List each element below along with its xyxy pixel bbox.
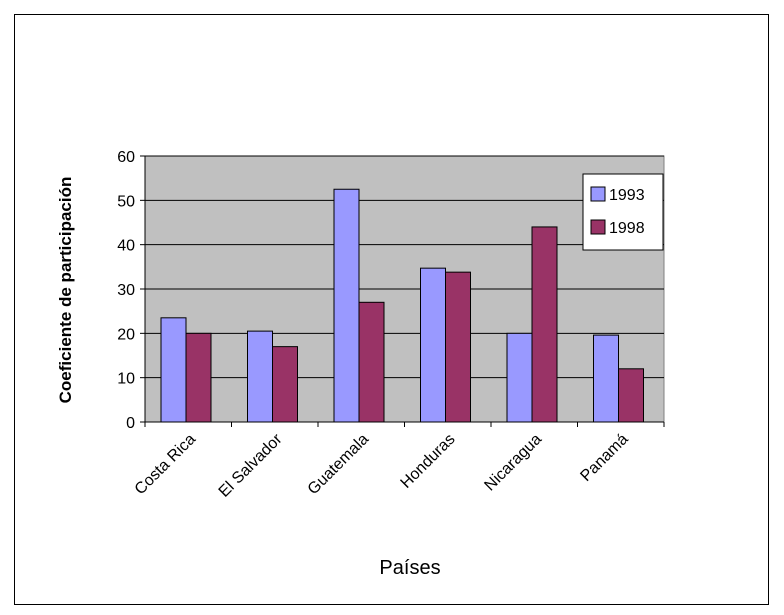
y-tick-label: 10 — [117, 371, 135, 388]
legend-swatch-1993 — [590, 186, 606, 202]
y-tick-label: 40 — [117, 238, 135, 255]
bar-1998-costa-rica — [185, 332, 212, 423]
legend-swatch-1998 — [590, 219, 606, 235]
y-tick-label: 60 — [117, 149, 135, 166]
legend-label-1998: 1998 — [609, 220, 645, 237]
bar-1993-panamá — [593, 334, 619, 423]
bar-1998-guatemala — [358, 301, 385, 423]
y-tick-label: 50 — [117, 193, 135, 210]
y-axis-label: Coeficiente de participación — [56, 177, 75, 404]
bar-1993-honduras — [420, 267, 446, 423]
x-axis-label: Países — [379, 557, 440, 579]
bar-1993-guatemala — [333, 188, 360, 423]
bar-1998-nicaragua — [531, 226, 558, 423]
bar-1998-honduras — [445, 271, 471, 423]
bar-1993-costa-rica — [160, 317, 187, 423]
bar-1993-nicaragua — [506, 332, 533, 423]
bar-1993-el-salvador — [247, 330, 273, 423]
y-tick-label: 30 — [117, 282, 135, 299]
y-tick-label: 0 — [126, 415, 135, 432]
bar-1998-panamá — [618, 368, 644, 423]
bar-1998-el-salvador — [272, 346, 298, 423]
y-tick-label: 20 — [117, 326, 135, 343]
legend-label-1993: 1993 — [609, 187, 645, 204]
legend-box — [582, 173, 664, 251]
